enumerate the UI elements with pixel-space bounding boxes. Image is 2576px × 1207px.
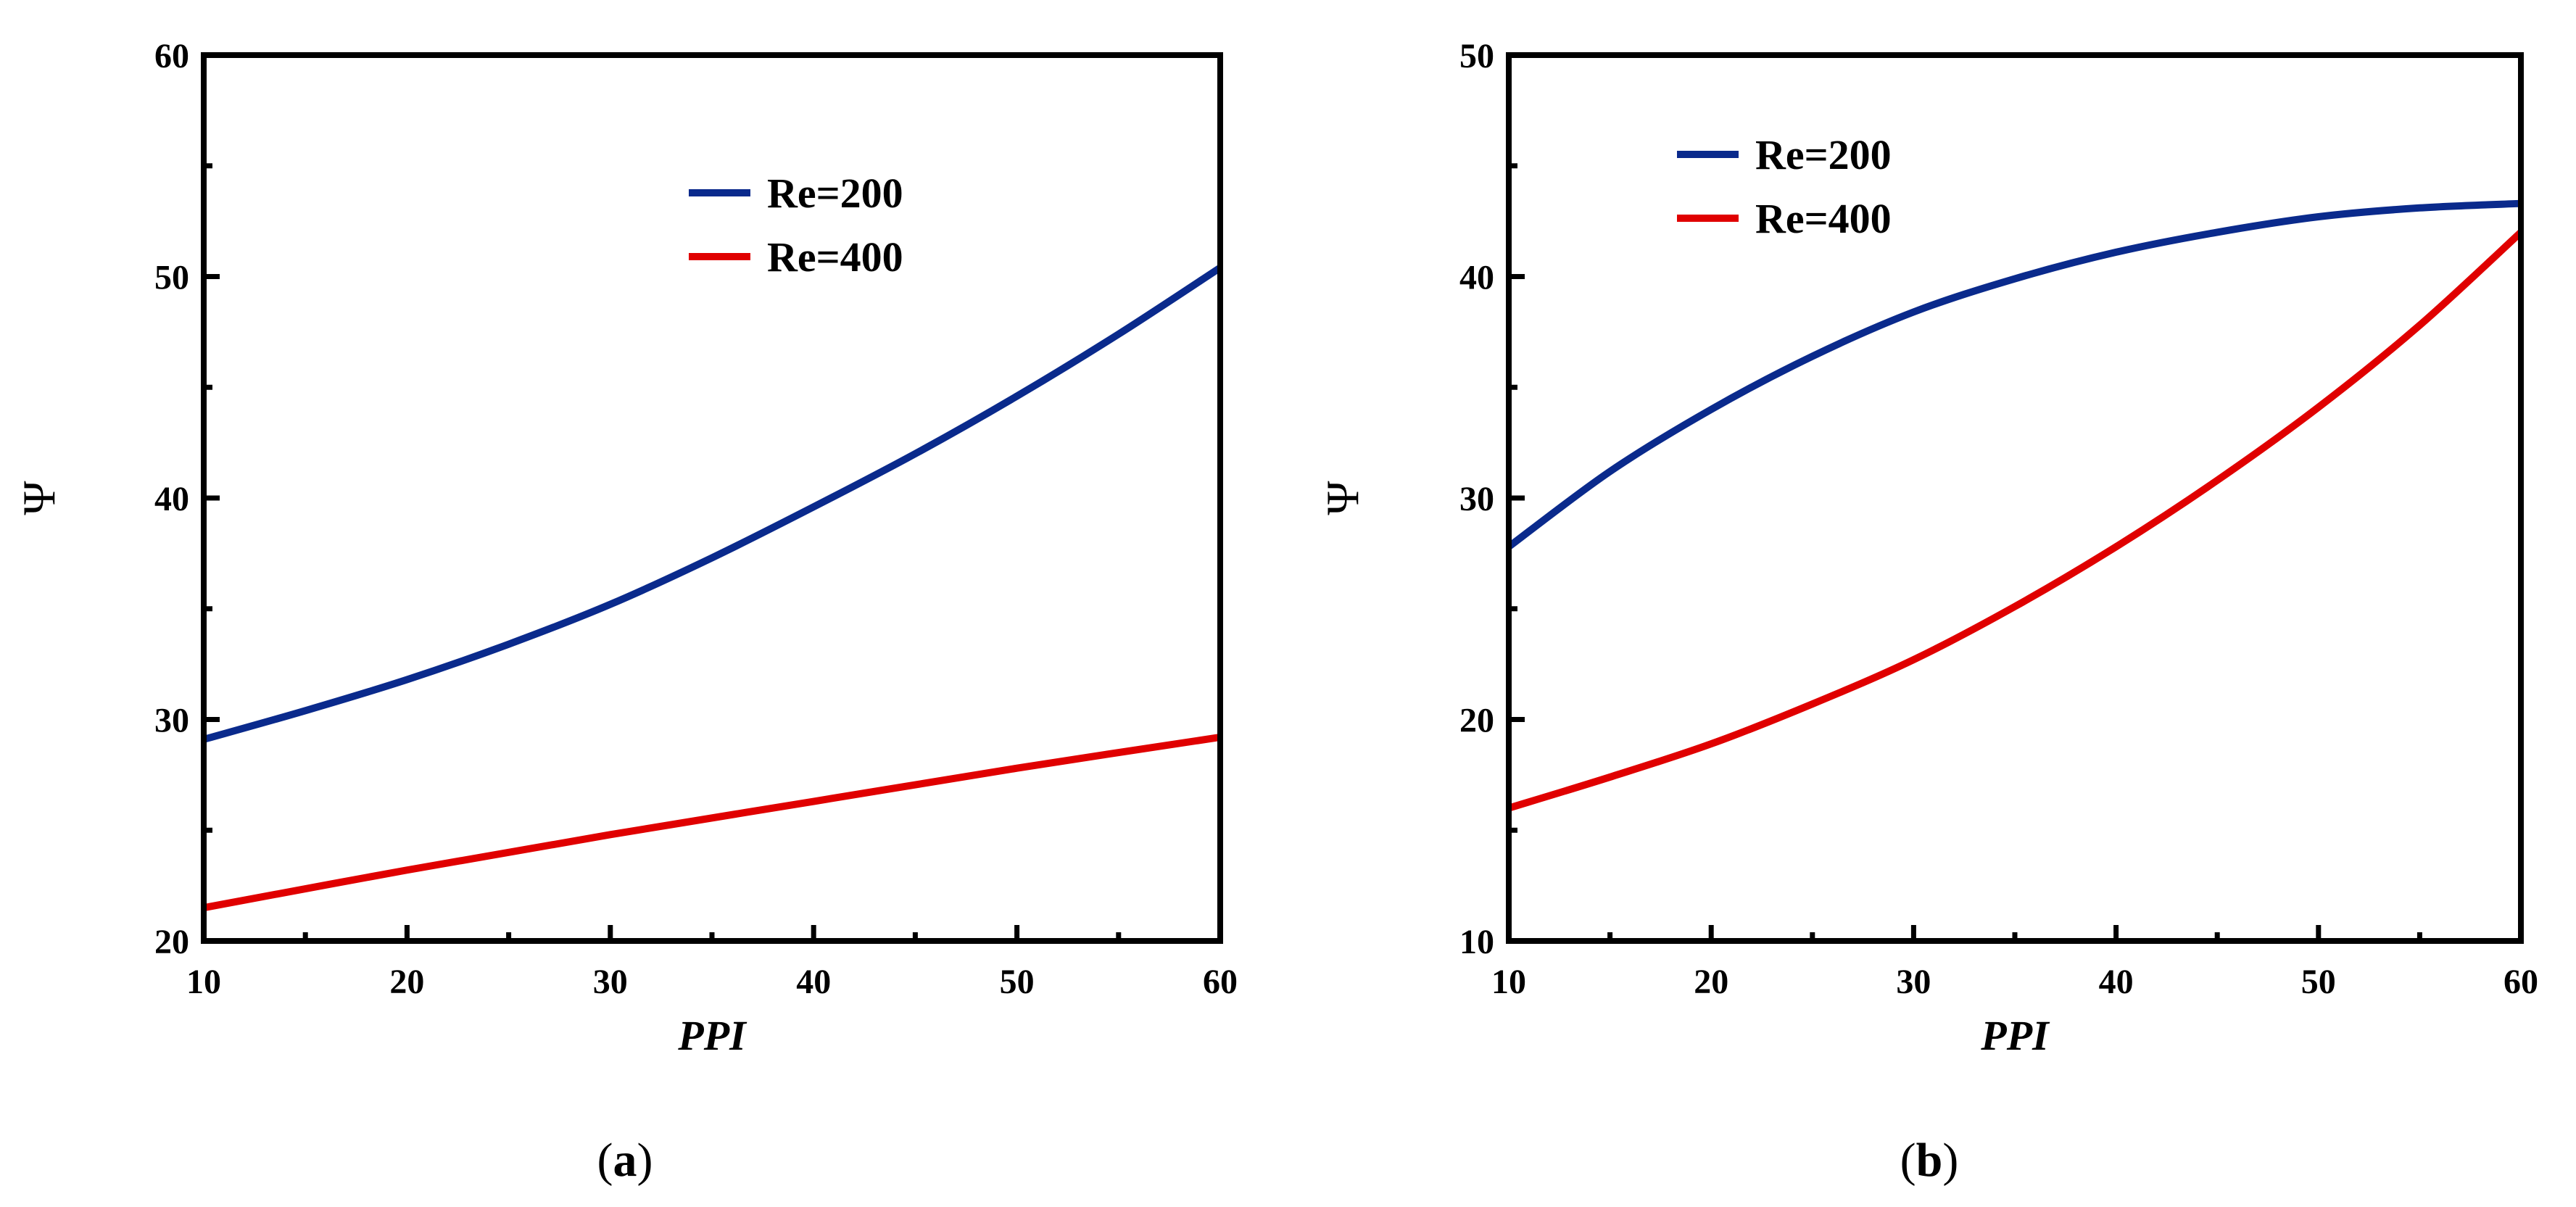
legend-label: Re=400 bbox=[767, 233, 903, 281]
x-tick-label: 50 bbox=[1000, 963, 1035, 1001]
series-line-re-200 bbox=[202, 265, 1222, 743]
x-tick-label: 40 bbox=[2099, 963, 2134, 1001]
x-tick-label: 20 bbox=[389, 963, 424, 1001]
x-tick-label: 40 bbox=[796, 963, 831, 1001]
x-tick-label: 10 bbox=[186, 963, 221, 1001]
y-tick-label: 20 bbox=[1459, 702, 1494, 740]
panel-a-series bbox=[202, 265, 1222, 912]
panel-a-plot-frame bbox=[201, 52, 1223, 944]
panel-b-ticks bbox=[1506, 52, 2524, 944]
panel-a-y-axis-label: Ψ bbox=[13, 481, 65, 515]
panel-a-caption: (a) bbox=[597, 1134, 653, 1187]
panel-b-x-axis-label: PPI bbox=[1980, 1012, 2050, 1059]
panel-b-caption-letter: b bbox=[1916, 1134, 1943, 1187]
panel-a-ticks bbox=[201, 52, 1223, 944]
x-tick-label: 30 bbox=[1896, 963, 1931, 1001]
x-tick-label: 10 bbox=[1491, 963, 1526, 1001]
series-line-re-400 bbox=[1507, 229, 2524, 812]
legend-label: Re=400 bbox=[1755, 195, 1892, 242]
panel-b-plot-frame bbox=[1506, 52, 2524, 944]
y-tick-label: 30 bbox=[1459, 480, 1494, 518]
panel-b-legend: Re=200 Re=400 bbox=[1677, 131, 1892, 242]
panel-b-series bbox=[1507, 199, 2524, 812]
legend-label: Re=200 bbox=[767, 170, 903, 217]
x-tick-label: 30 bbox=[593, 963, 628, 1001]
x-tick-label: 60 bbox=[2503, 963, 2538, 1001]
panel-a-legend: Re=200 Re=400 bbox=[689, 170, 903, 281]
panel-a-x-axis-label: PPI bbox=[677, 1012, 747, 1059]
x-tick-label: 50 bbox=[2301, 963, 2336, 1001]
series-line-re-200 bbox=[1507, 199, 2522, 550]
y-tick-label: 20 bbox=[154, 923, 189, 961]
panel-b-y-axis-label: Ψ bbox=[1317, 481, 1368, 515]
series-line-re-400 bbox=[203, 733, 1221, 912]
y-tick-label: 40 bbox=[154, 480, 189, 518]
y-tick-label: 30 bbox=[154, 702, 189, 740]
legend-label: Re=200 bbox=[1755, 131, 1892, 178]
x-tick-label: 60 bbox=[1203, 963, 1238, 1001]
y-tick-label: 10 bbox=[1459, 923, 1494, 961]
x-tick-label: 20 bbox=[1694, 963, 1728, 1001]
panel-b-caption: (b) bbox=[1900, 1134, 1959, 1187]
y-tick-label: 40 bbox=[1459, 259, 1494, 297]
y-tick-label: 60 bbox=[154, 37, 189, 75]
y-tick-label: 50 bbox=[154, 259, 189, 297]
y-tick-label: 50 bbox=[1459, 37, 1494, 75]
panel-b-tick-labels: 10 20 30 40 50 60 10 20 30 40 50 bbox=[1459, 37, 2538, 1001]
panel-a-caption-letter: a bbox=[613, 1134, 637, 1187]
